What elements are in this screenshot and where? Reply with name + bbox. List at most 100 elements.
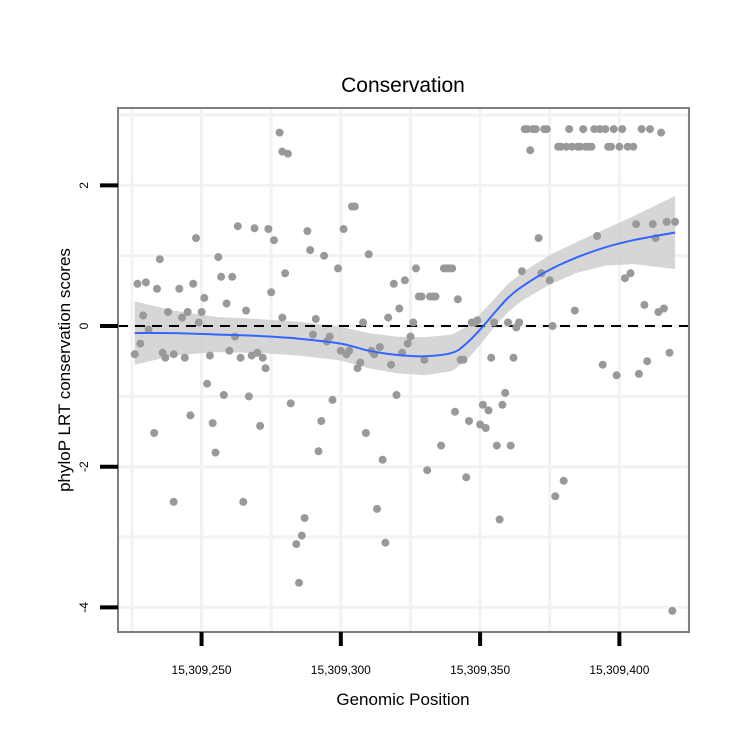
data-point	[378, 455, 387, 464]
plot-frame	[117, 107, 690, 633]
y-axis: -4 -2 0 2	[77, 182, 118, 613]
data-point	[531, 125, 540, 134]
data-point	[133, 279, 142, 288]
data-point	[214, 253, 223, 262]
data-point	[487, 353, 496, 362]
data-point	[542, 125, 551, 134]
data-point	[412, 264, 420, 273]
data-point	[309, 330, 317, 339]
data-point	[629, 142, 638, 151]
data-point	[509, 353, 518, 362]
y-axis-label: phyloP LRT conservation scores	[55, 248, 74, 492]
data-point	[219, 391, 228, 399]
data-point	[175, 284, 184, 293]
data-point	[657, 128, 666, 137]
data-point	[643, 357, 652, 366]
data-point	[242, 306, 251, 315]
data-point	[526, 146, 535, 155]
data-point	[183, 308, 192, 316]
data-point	[244, 392, 253, 401]
data-point	[345, 346, 354, 355]
data-point	[278, 313, 287, 322]
data-point	[211, 448, 220, 457]
data-point	[618, 125, 627, 134]
data-point	[637, 125, 646, 134]
data-point	[178, 313, 187, 322]
data-point	[275, 128, 284, 137]
data-point	[579, 125, 588, 134]
data-point	[364, 250, 373, 259]
data-point	[328, 395, 337, 404]
data-point	[208, 419, 217, 428]
x-tick-label: 15,309,300	[311, 663, 371, 677]
data-point	[451, 407, 459, 416]
data-point	[239, 497, 248, 506]
data-point	[565, 125, 574, 134]
data-point	[462, 473, 471, 482]
data-point	[136, 339, 145, 348]
data-point	[253, 348, 262, 357]
data-point	[395, 304, 404, 313]
data-point	[420, 355, 429, 364]
y-tick-label: -2	[77, 461, 91, 472]
data-point	[311, 315, 320, 323]
data-point	[423, 466, 432, 475]
data-point	[623, 142, 632, 151]
data-point	[465, 417, 473, 425]
data-point	[598, 360, 607, 369]
data-point	[381, 538, 390, 547]
data-point	[568, 142, 576, 151]
x-tick-label: 15,309,350	[450, 663, 510, 677]
data-point	[515, 318, 524, 327]
data-point	[634, 369, 643, 378]
data-point	[306, 246, 315, 255]
data-point	[144, 325, 153, 334]
data-point	[250, 224, 259, 233]
data-point	[203, 379, 212, 388]
data-point	[389, 279, 398, 288]
y-tick-label: -4	[77, 602, 91, 613]
data-point	[384, 313, 393, 322]
data-point	[164, 308, 173, 316]
data-point	[236, 353, 245, 362]
data-point	[350, 202, 359, 211]
data-point	[283, 149, 292, 158]
data-point	[194, 318, 203, 327]
confidence-band	[134, 195, 676, 376]
data-point	[155, 255, 164, 264]
data-point	[339, 225, 348, 233]
smooth-line-group	[134, 231, 676, 358]
data-point	[448, 264, 457, 273]
data-point	[361, 429, 370, 437]
data-point	[264, 225, 273, 233]
data-point	[620, 274, 629, 283]
data-point	[473, 316, 482, 325]
data-point	[387, 360, 395, 369]
data-point	[267, 288, 276, 297]
data-point	[417, 292, 426, 301]
data-point	[325, 332, 334, 341]
data-point	[150, 429, 159, 437]
chart-title: Conservation	[341, 74, 465, 97]
data-point	[495, 515, 504, 524]
data-point	[359, 318, 368, 327]
data-point	[459, 355, 468, 364]
data-point	[139, 311, 148, 320]
y-tick-label: 2	[77, 182, 91, 189]
data-point	[320, 251, 329, 260]
data-point	[189, 279, 198, 288]
data-point	[559, 476, 568, 485]
data-point	[506, 441, 515, 450]
data-point	[590, 125, 599, 134]
data-point	[228, 272, 237, 281]
data-point	[612, 371, 621, 380]
data-point	[270, 236, 278, 245]
data-point	[490, 318, 498, 327]
data-point	[595, 125, 604, 134]
data-point	[517, 267, 526, 276]
data-point	[281, 269, 290, 278]
data-point	[373, 504, 381, 513]
data-point	[593, 232, 602, 240]
data-point	[317, 417, 326, 425]
data-point	[375, 343, 384, 352]
